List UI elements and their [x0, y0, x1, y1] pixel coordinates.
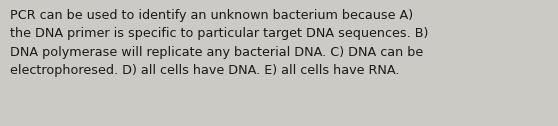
Text: PCR can be used to identify an unknown bacterium because A)
the DNA primer is sp: PCR can be used to identify an unknown b… [10, 9, 429, 77]
